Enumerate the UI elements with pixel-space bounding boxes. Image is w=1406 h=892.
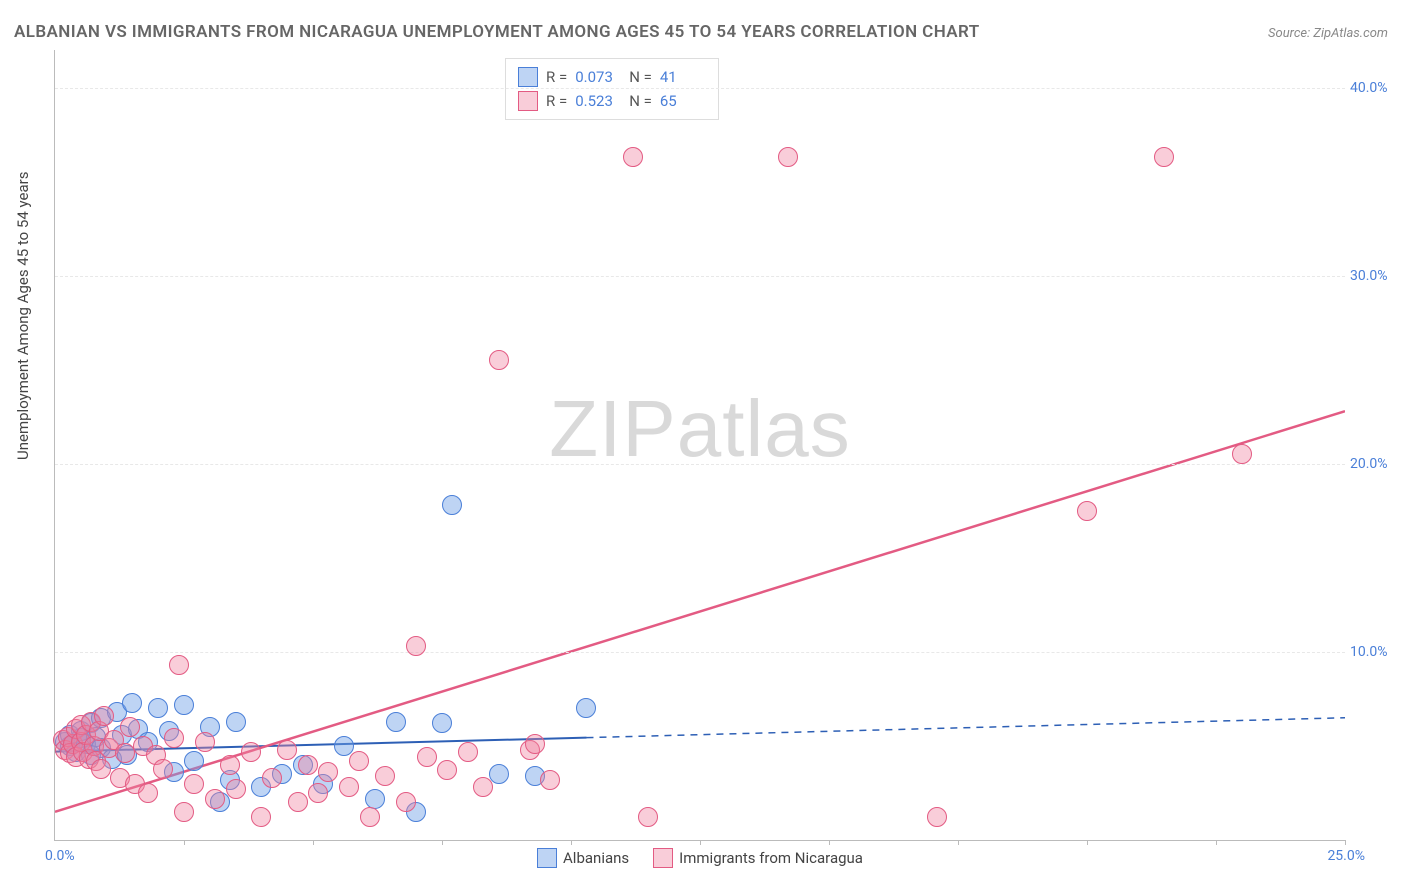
data-point-series2	[138, 783, 158, 803]
gridline-h	[55, 276, 1345, 277]
data-point-series2	[226, 779, 246, 799]
swatch-series2	[653, 848, 673, 868]
data-point-series1	[386, 712, 406, 732]
y-axis-label: Unemployment Among Ages 45 to 54 years	[14, 172, 32, 460]
data-point-series2	[437, 760, 457, 780]
data-point-series2	[349, 751, 369, 771]
data-point-series2	[277, 740, 297, 760]
y-tick-label: 30.0%	[1350, 268, 1405, 284]
data-point-series1	[174, 695, 194, 715]
data-point-series2	[153, 759, 173, 779]
chart-container: ALBANIAN VS IMMIGRANTS FROM NICARAGUA UN…	[0, 0, 1406, 892]
data-point-series1	[148, 698, 168, 718]
swatch-series1	[537, 848, 557, 868]
data-point-series1	[365, 789, 385, 809]
r-label: R =	[546, 68, 567, 86]
data-point-series2	[339, 777, 359, 797]
x-tick-mark	[1216, 840, 1217, 845]
data-point-series2	[205, 789, 225, 809]
data-point-series2	[241, 742, 261, 762]
gridline-h	[55, 464, 1345, 465]
stats-legend-box: R = 0.073 N = 41 R = 0.523 N = 65	[505, 58, 719, 120]
source-attribution: Source: ZipAtlas.com	[1268, 26, 1388, 41]
data-point-series1	[184, 751, 204, 771]
data-point-series2	[375, 766, 395, 786]
data-point-series2	[120, 717, 140, 737]
plot-area: ZIPatlas R = 0.073 N = 41 R = 0.523 N = …	[54, 50, 1345, 841]
x-tick-mark	[1345, 840, 1346, 845]
data-point-series2	[406, 636, 426, 656]
data-point-series2	[417, 747, 437, 767]
bottom-legend: Albanians Immigrants from Nicaragua	[55, 848, 1345, 868]
x-tick-mark	[571, 840, 572, 845]
r-label: R =	[546, 92, 567, 110]
y-tick-label: 20.0%	[1350, 456, 1405, 472]
x-tick-mark	[700, 840, 701, 845]
trend-lines	[55, 50, 1345, 840]
legend-item-series2: Immigrants from Nicaragua	[653, 848, 863, 868]
data-point-series1	[334, 736, 354, 756]
data-point-series2	[262, 768, 282, 788]
n-value-series1: 41	[660, 68, 706, 86]
watermark-text: ZIPatlas	[549, 383, 850, 475]
data-point-series2	[184, 774, 204, 794]
data-point-series2	[638, 807, 658, 827]
data-point-series2	[1154, 147, 1174, 167]
data-point-series2	[1077, 501, 1097, 521]
data-point-series2	[169, 655, 189, 675]
data-point-series2	[458, 742, 478, 762]
data-point-series2	[360, 807, 380, 827]
stats-row-series2: R = 0.523 N = 65	[518, 89, 706, 113]
stats-row-series1: R = 0.073 N = 41	[518, 65, 706, 89]
data-point-series2	[115, 743, 135, 763]
n-label: N =	[629, 92, 652, 110]
n-value-series2: 65	[660, 92, 706, 110]
x-tick-mark	[829, 840, 830, 845]
data-point-series2	[164, 728, 184, 748]
gridline-h	[55, 88, 1345, 89]
data-point-series2	[91, 759, 111, 779]
x-tick-mark	[1087, 840, 1088, 845]
data-point-series1	[122, 693, 142, 713]
data-point-series2	[540, 770, 560, 790]
r-value-series1: 0.073	[575, 68, 621, 86]
y-tick-label: 10.0%	[1350, 644, 1405, 660]
data-point-series2	[220, 755, 240, 775]
data-point-series2	[195, 732, 215, 752]
data-point-series2	[623, 147, 643, 167]
data-point-series1	[432, 713, 452, 733]
data-point-series2	[318, 762, 338, 782]
legend-item-series1: Albanians	[537, 848, 629, 868]
data-point-series2	[525, 734, 545, 754]
r-value-series2: 0.523	[575, 92, 621, 110]
data-point-series2	[489, 350, 509, 370]
data-point-series1	[576, 698, 596, 718]
legend-label-series2: Immigrants from Nicaragua	[679, 849, 863, 867]
x-tick-mark	[184, 840, 185, 845]
data-point-series2	[396, 792, 416, 812]
chart-title: ALBANIAN VS IMMIGRANTS FROM NICARAGUA UN…	[14, 22, 980, 42]
x-tick-mark	[442, 840, 443, 845]
x-tick-mark	[313, 840, 314, 845]
data-point-series2	[94, 706, 114, 726]
data-point-series2	[1232, 444, 1252, 464]
legend-label-series1: Albanians	[563, 849, 629, 867]
data-point-series1	[442, 495, 462, 515]
data-point-series2	[251, 807, 271, 827]
swatch-series2	[518, 91, 538, 111]
data-point-series2	[298, 755, 318, 775]
y-tick-label: 40.0%	[1350, 80, 1405, 96]
data-point-series2	[778, 147, 798, 167]
data-point-series2	[927, 807, 947, 827]
data-point-series2	[473, 777, 493, 797]
x-tick-mark	[958, 840, 959, 845]
swatch-series1	[518, 67, 538, 87]
gridline-h	[55, 652, 1345, 653]
data-point-series1	[226, 712, 246, 732]
data-point-series2	[174, 802, 194, 822]
data-point-series2	[308, 783, 328, 803]
n-label: N =	[629, 68, 652, 86]
data-point-series2	[288, 792, 308, 812]
